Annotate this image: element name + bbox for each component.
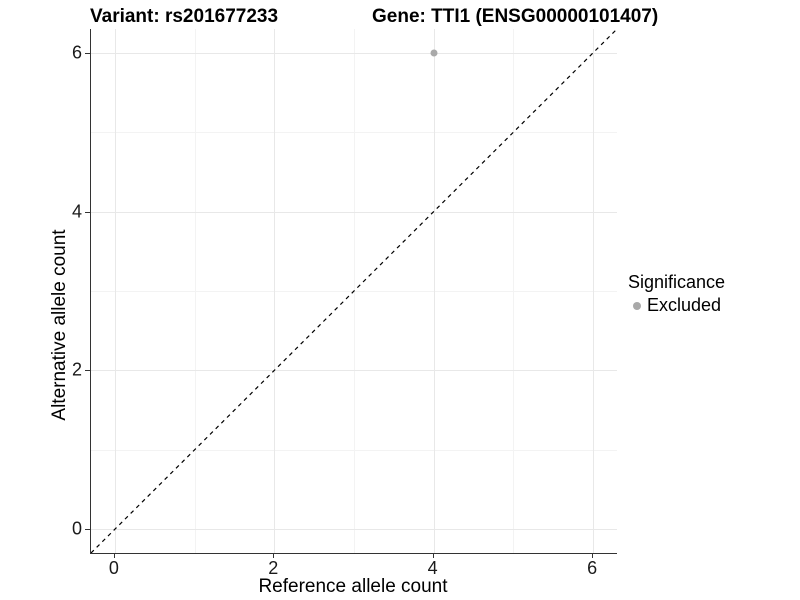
y-tick-mark <box>85 52 90 54</box>
legend-item: Excluded <box>628 295 725 316</box>
y-tick-mark <box>85 211 90 213</box>
x-tick-label: 4 <box>427 558 438 578</box>
plot-panel <box>90 29 617 554</box>
legend-title: Significance <box>628 272 726 292</box>
plot-title-variant: Variant: rs201677233 <box>90 6 279 27</box>
y-axis-title: Alternative allele count <box>49 229 70 421</box>
x-tick-mark <box>113 553 115 558</box>
y-tick-label: 0 <box>71 518 82 539</box>
y-tick-mark <box>85 529 90 531</box>
x-tick-label: 0 <box>108 558 119 578</box>
x-tick-mark <box>432 553 434 558</box>
y-tick-label: 6 <box>71 42 82 63</box>
major-gridline-y <box>91 52 617 54</box>
major-gridline-x <box>114 29 116 553</box>
x-tick-mark <box>273 553 275 558</box>
major-gridline-y <box>91 211 617 213</box>
minor-gridline-y <box>91 449 617 451</box>
identity-reference-line <box>91 29 617 553</box>
major-gridline-y <box>91 370 617 372</box>
x-tick-mark <box>592 553 594 558</box>
x-tick-label: 2 <box>268 558 279 578</box>
x-axis-title: Reference allele count <box>258 576 448 597</box>
scatter-point <box>430 49 438 57</box>
y-tick-mark <box>85 370 90 372</box>
legend: Significance Excluded <box>628 272 725 316</box>
legend-point-icon <box>633 301 641 310</box>
minor-gridline-y <box>91 132 617 134</box>
x-tick-label: 6 <box>587 558 598 578</box>
major-gridline-x <box>593 29 595 553</box>
plot-title-gene: Gene: TTI1 (ENSG00000101407) <box>372 6 659 27</box>
legend-item-label: Excluded <box>647 295 722 315</box>
major-gridline-y <box>91 529 617 531</box>
major-gridline-x <box>274 29 276 553</box>
legend-key <box>628 297 646 315</box>
y-tick-label: 2 <box>71 359 82 380</box>
legend-items: Excluded <box>628 295 725 316</box>
major-gridline-x <box>433 29 435 553</box>
y-tick-label: 4 <box>71 201 82 222</box>
